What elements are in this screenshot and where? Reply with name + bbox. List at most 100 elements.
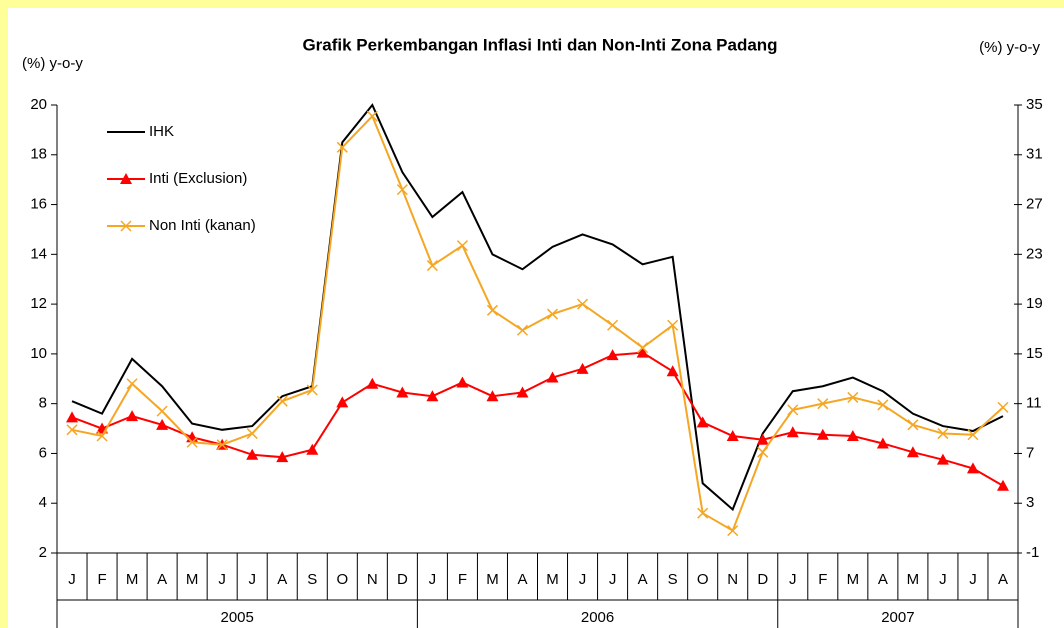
x-tick-label: O xyxy=(697,571,709,588)
x-tick-label: M xyxy=(126,571,139,588)
data-point xyxy=(156,418,169,430)
x-tick-label: S xyxy=(668,571,678,588)
y2-tick-label: 15 xyxy=(1026,345,1043,362)
x-tick-label: J xyxy=(579,571,587,588)
x-tick-label: A xyxy=(638,571,648,588)
data-point xyxy=(757,446,769,458)
data-point xyxy=(727,525,739,537)
data-point xyxy=(787,404,799,416)
data-point xyxy=(937,428,949,440)
series-line xyxy=(71,114,1004,533)
data-point xyxy=(96,430,108,442)
chart-area xyxy=(8,8,1064,628)
data-point xyxy=(126,410,139,422)
x-tick-label: N xyxy=(727,571,738,588)
data-point xyxy=(216,439,228,451)
x-tick-label: J xyxy=(609,571,617,588)
x-tick-label: A xyxy=(277,571,287,588)
y2-tick-label: 3 xyxy=(1026,494,1034,511)
data-point xyxy=(996,479,1009,491)
y2-tick-label: 7 xyxy=(1026,444,1034,461)
x-tick-label: F xyxy=(818,571,827,588)
x-tick-label: M xyxy=(907,571,920,588)
y2-tick-label: 31 xyxy=(1026,146,1043,163)
data-point xyxy=(877,399,889,411)
data-point xyxy=(666,365,679,377)
y-tick-label: 10 xyxy=(30,345,47,362)
data-point xyxy=(396,386,409,398)
x-tick-label: J xyxy=(248,571,256,588)
y2-tick-label: 23 xyxy=(1026,245,1043,262)
y-tick-label: 4 xyxy=(39,494,47,511)
data-point xyxy=(456,376,469,388)
x-tick-label: J xyxy=(789,571,797,588)
data-point xyxy=(516,324,529,336)
x-tick-label: M xyxy=(546,571,559,588)
data-point xyxy=(667,319,679,331)
data-point xyxy=(246,428,258,440)
x-tick-label: M xyxy=(186,571,199,588)
y-tick-label: 2 xyxy=(39,544,47,561)
data-point xyxy=(516,386,529,398)
data-point xyxy=(907,419,919,431)
x-tick-label: J xyxy=(429,571,437,588)
data-point xyxy=(847,391,859,403)
x-tick-label: D xyxy=(397,571,408,588)
data-point xyxy=(66,424,78,436)
data-point xyxy=(486,390,499,402)
data-point xyxy=(997,401,1009,413)
y2-tick-label: 11 xyxy=(1026,395,1042,412)
data-point xyxy=(336,141,348,153)
data-point xyxy=(66,411,79,423)
year-label: 2006 xyxy=(581,609,614,626)
data-point xyxy=(936,453,949,465)
data-point xyxy=(486,304,498,316)
data-point xyxy=(546,371,559,383)
legend-label: Non Inti (kanan) xyxy=(149,217,256,234)
data-point xyxy=(246,448,259,460)
data-point xyxy=(426,260,438,272)
series-line xyxy=(71,103,1004,512)
x-tick-label: M xyxy=(847,571,860,588)
y-tick-label: 14 xyxy=(30,245,47,262)
y2-tick-label: 19 xyxy=(1026,295,1043,312)
x-tick-label: A xyxy=(157,571,167,588)
data-point xyxy=(276,451,289,463)
y2-tick-label: 35 xyxy=(1026,96,1043,113)
data-point xyxy=(967,429,979,441)
x-tick-label: J xyxy=(969,571,977,588)
data-point xyxy=(576,362,589,374)
legend-marker xyxy=(120,220,132,232)
data-point xyxy=(366,110,378,122)
chart-title: Grafik Perkembangan Inflasi Inti dan Non… xyxy=(302,35,777,54)
data-point xyxy=(607,319,619,331)
data-point xyxy=(306,384,318,396)
data-point xyxy=(606,349,619,361)
x-tick-label: A xyxy=(517,571,527,588)
data-point xyxy=(786,426,799,438)
y-tick-label: 18 xyxy=(30,146,47,163)
data-point xyxy=(456,240,468,252)
data-point xyxy=(426,390,439,402)
data-point xyxy=(696,416,709,428)
year-label: 2005 xyxy=(221,609,254,626)
data-point xyxy=(577,298,589,310)
y2-axis-label: (%) y-o-y xyxy=(979,39,1040,56)
data-point xyxy=(366,377,379,389)
data-point xyxy=(817,398,829,410)
y-tick-label: 6 xyxy=(39,444,47,461)
x-tick-label: J xyxy=(939,571,947,588)
x-tick-label: S xyxy=(307,571,317,588)
x-tick-label: D xyxy=(757,571,768,588)
data-point xyxy=(396,184,408,196)
data-point xyxy=(156,405,168,417)
x-tick-label: M xyxy=(486,571,499,588)
data-point xyxy=(756,433,769,445)
x-tick-label: N xyxy=(367,571,378,588)
legend-marker xyxy=(120,173,132,184)
y-tick-label: 12 xyxy=(30,295,47,312)
x-tick-label: O xyxy=(336,571,348,588)
data-point xyxy=(697,507,709,519)
y-axis-label: (%) y-o-y xyxy=(22,55,83,72)
